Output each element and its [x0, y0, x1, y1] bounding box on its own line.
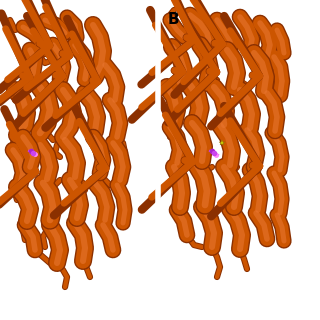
Text: B: B [168, 12, 180, 27]
